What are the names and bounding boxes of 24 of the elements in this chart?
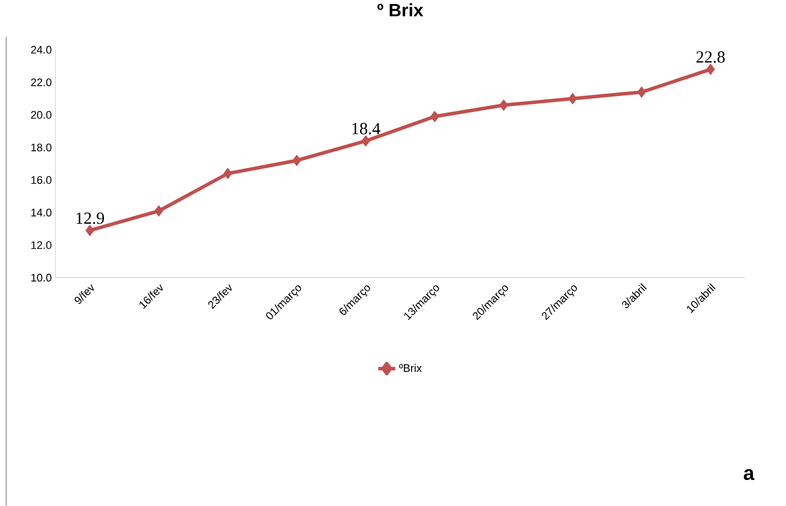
chart-title: º Brix <box>377 3 424 16</box>
text: a <box>744 469 754 480</box>
point <box>154 205 164 217</box>
point <box>223 168 232 180</box>
point <box>568 92 577 104</box>
point <box>292 154 302 166</box>
y-tick-label: 18.0 <box>31 144 52 152</box>
data-label: 12.9 <box>76 212 104 224</box>
point <box>430 110 440 122</box>
point <box>499 99 508 111</box>
y-tick-label: 12.0 <box>31 241 52 249</box>
point <box>706 63 715 75</box>
point <box>361 135 370 147</box>
y-tick-label: 16.0 <box>31 176 52 184</box>
y-tick-label: 22.0 <box>31 78 52 86</box>
data-label: 22.8 <box>696 51 725 63</box>
y-tick-label: 14.0 <box>31 208 52 216</box>
y-tick-label: 24.0 <box>31 46 52 54</box>
y-tick-label: 10.0 <box>31 274 52 282</box>
point <box>637 86 646 98</box>
point <box>85 224 94 236</box>
y-tick-label: 20.0 <box>31 110 52 119</box>
data-label: 18.4 <box>352 122 380 134</box>
legend-label: ºBrix <box>399 364 422 372</box>
